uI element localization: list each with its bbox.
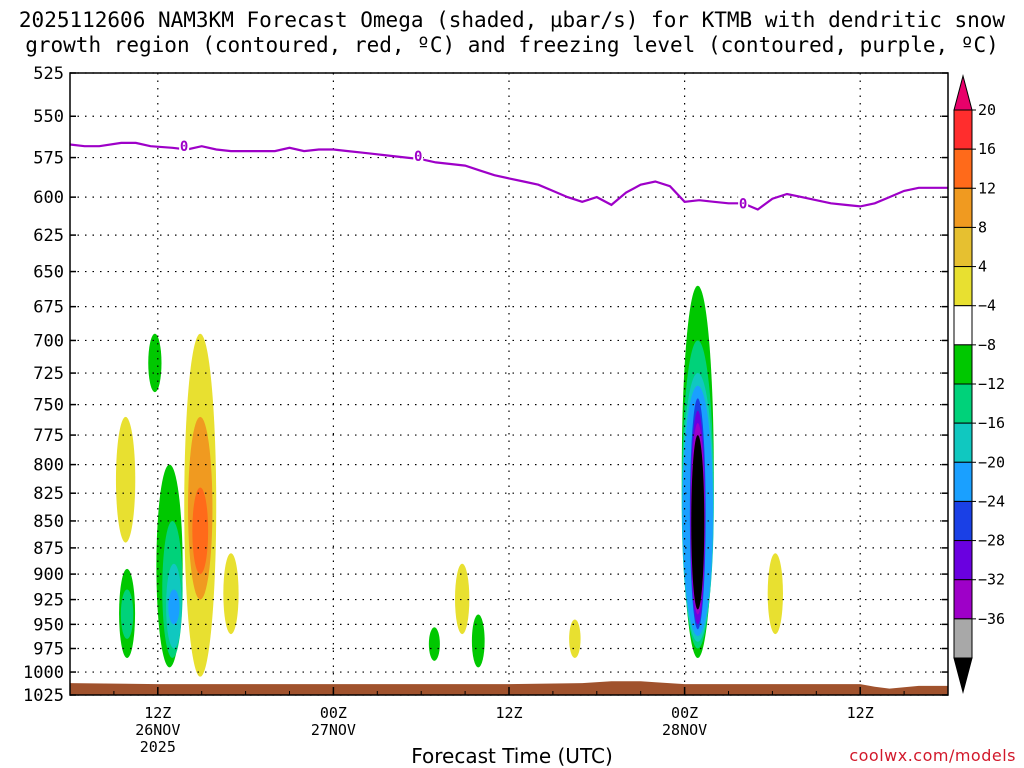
colorbar-segment-1 (953, 109, 973, 150)
colorbar-label-12: 12 (978, 179, 996, 197)
colorbar-label--12: −12 (978, 375, 1005, 393)
omega-shading (115, 285, 783, 677)
y-tick-label-600: 600 (33, 188, 64, 208)
credit-link[interactable]: coolwx.com/models (849, 746, 1016, 765)
y-tick-label-975: 975 (33, 640, 64, 660)
colorbar-top-arrow (953, 74, 973, 111)
omega-cell-13 (455, 563, 470, 635)
colorbar-segment-4 (953, 226, 973, 268)
omega-cell-11 (223, 553, 239, 635)
y-tick-label-675: 675 (33, 298, 64, 318)
colorbar-segment-5 (953, 266, 973, 307)
colorbar-label--28: −28 (978, 532, 1005, 550)
x-tick-label-42-1: 00Z (671, 704, 698, 722)
x-tick-label-54-1: 12Z (847, 704, 874, 722)
omega-cell-14 (471, 614, 485, 668)
freezing-label-bg-1 (413, 148, 424, 163)
colorbar-label--32: −32 (978, 571, 1005, 589)
y-tick-label-650: 650 (33, 263, 64, 283)
omega-cell-12 (428, 627, 440, 661)
freezing-level-label-1: 0 (414, 149, 422, 165)
y-tick-label-825: 825 (33, 484, 64, 504)
omega-cell-23 (691, 435, 705, 610)
colorbar-segment-9 (953, 422, 973, 463)
colorbar-segment-6 (953, 305, 973, 346)
y-tick-label-850: 850 (33, 512, 64, 532)
colorbar-label-8: 8 (978, 218, 987, 236)
colorbar-label--16: −16 (978, 414, 1005, 432)
y-tick-label-900: 900 (33, 565, 64, 585)
chart-title-line1: 2025112606 NAM3KM Forecast Omega (shaded… (18, 8, 1006, 32)
y-tick-label-725: 725 (33, 364, 64, 384)
y-tick-label-575: 575 (33, 149, 64, 169)
freezing-level-line (69, 141, 948, 211)
x-tick-label-18-2: 27NOV (311, 721, 356, 739)
x-tick-label-30-1: 12Z (495, 704, 522, 722)
x-tick-label-6-3: 2025 (140, 738, 176, 756)
colorbar-segment-14 (953, 618, 973, 659)
x-tick-label-6-1: 12Z (144, 704, 171, 722)
colorbar-segment-8 (953, 383, 973, 424)
colorbar-label--36: −36 (978, 610, 1005, 628)
y-tick-label-625: 625 (33, 226, 64, 246)
y-tick-label-525: 525 (33, 64, 64, 84)
y-tick-label-750: 750 (33, 396, 64, 416)
colorbar-segment-13 (953, 579, 973, 620)
y-tick-label-800: 800 (33, 456, 64, 476)
colorbar-label--24: −24 (978, 492, 1005, 510)
y-tick-label-775: 775 (33, 426, 64, 446)
colorbar-segment-11 (953, 500, 973, 542)
chart-title-line2: growth region (contoured, red, ºC) and f… (25, 33, 999, 57)
omega-cell-15 (569, 619, 581, 658)
x-tick-label-6-2: 26NOV (135, 721, 180, 739)
colorbar-segment-12 (953, 540, 973, 581)
y-tick-label-1000: 1000 (23, 663, 64, 683)
omega-cell-7 (168, 589, 180, 625)
colorbar: 20 16 12 8 4 −4 −8 −12 −16 −20 −24 −28 −32 −36 (953, 74, 1005, 694)
colorbar-segment-3 (953, 187, 973, 228)
colorbar-bottom-arrow (953, 657, 973, 694)
freezing-label-bg-0 (179, 139, 190, 154)
colorbar-label--4: −4 (978, 297, 996, 315)
colorbar-label-16: 16 (978, 140, 996, 158)
colorbar-segment-2 (953, 148, 973, 189)
y-tick-label-950: 950 (33, 615, 64, 635)
y-tick-label-550: 550 (33, 107, 64, 127)
omega-cell-3 (120, 589, 134, 639)
colorbar-label--20: −20 (978, 453, 1005, 471)
omega-cell-0 (115, 416, 136, 543)
y-tick-label-875: 875 (33, 539, 64, 559)
colorbar-label--8: −8 (978, 336, 996, 354)
colorbar-segment-7 (953, 344, 973, 385)
freezing-level-label-2: 0 (739, 196, 747, 212)
y-tick-label-925: 925 (33, 591, 64, 611)
y-tick-label-700: 700 (33, 331, 64, 351)
colorbar-label-20: 20 (978, 101, 996, 119)
freezing-level-label-0: 0 (180, 139, 188, 155)
colorbar-label-4: 4 (978, 258, 987, 276)
omega-cell-1 (148, 333, 162, 393)
x-tick-label-42-2: 28NOV (662, 721, 707, 739)
freezing-label-bg-2 (738, 196, 749, 211)
omega-cell-24 (767, 553, 783, 635)
x-tick-label-18-1: 00Z (320, 704, 347, 722)
colorbar-segment-10 (953, 461, 973, 502)
y-tick-label-1025: 1025 (23, 686, 64, 706)
x-axis-label: Forecast Time (UTC) (411, 744, 613, 768)
omega-cell-10 (192, 487, 209, 575)
